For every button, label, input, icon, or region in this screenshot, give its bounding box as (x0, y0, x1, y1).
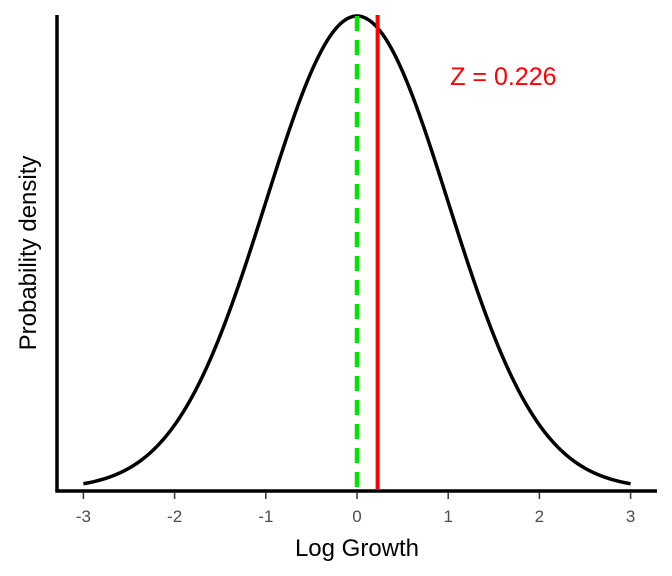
x-tick-label: 1 (443, 507, 452, 526)
z-score-annotation: Z = 0.226 (450, 63, 556, 91)
x-axis-title: Log Growth (295, 535, 419, 562)
plot-area (83, 14, 631, 489)
x-axis-ticks: -3 -2 -1 0 1 2 3 (76, 492, 635, 526)
x-tick-label: 2 (535, 507, 544, 526)
y-axis-title: Probability density (15, 156, 42, 351)
x-tick-label: 3 (626, 507, 635, 526)
x-tick-label: 0 (352, 507, 361, 526)
x-tick-label: -1 (258, 507, 273, 526)
x-tick-label: -3 (76, 507, 91, 526)
x-tick-label: -2 (167, 507, 182, 526)
